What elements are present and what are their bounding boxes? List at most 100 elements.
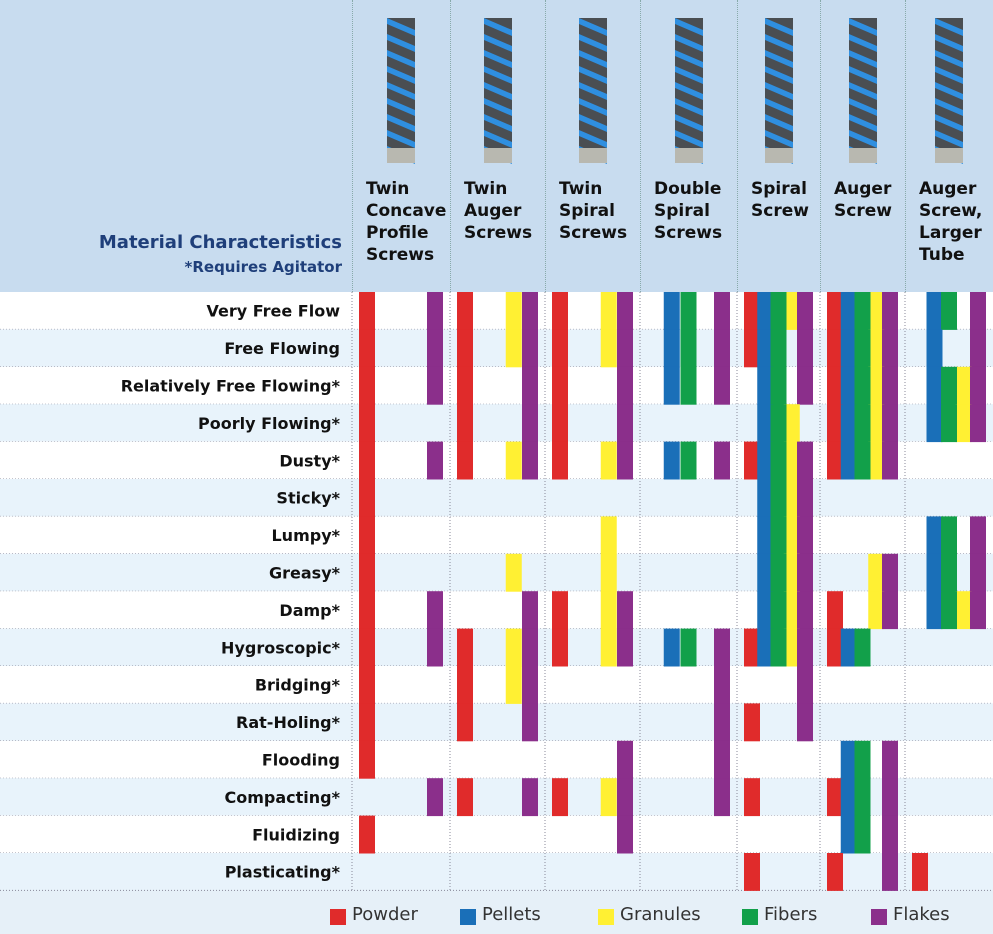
compatibility-bar: [552, 441, 568, 480]
screw-icon: [483, 18, 512, 164]
compatibility-bar: [663, 329, 680, 368]
screw-flight: [764, 82, 793, 100]
compatibility-bar: [882, 815, 898, 854]
compatibility-bar: [854, 628, 871, 667]
compatibility-bar: [970, 591, 986, 630]
compatibility-bar: [840, 292, 857, 330]
compatibility-bar: [680, 441, 697, 480]
compatibility-bar: [797, 666, 813, 704]
compatibility-bar: [757, 366, 774, 405]
compatibility-bar: [882, 366, 898, 405]
compatibility-bar: [783, 628, 800, 667]
compatibility-bar: [522, 404, 538, 443]
compatibility-bar: [522, 591, 538, 630]
legend-label: Pellets: [482, 904, 541, 925]
compatibility-bar: [714, 666, 730, 704]
compatibility-bar: [941, 591, 957, 630]
compatibility-bar: [744, 441, 760, 480]
legend-swatch: [871, 909, 887, 925]
compatibility-bar: [840, 740, 857, 779]
screw-flight: [674, 18, 703, 36]
row-label: Poorly Flowing*: [198, 414, 341, 433]
column-divider: [640, 0, 641, 292]
screw-flight: [578, 18, 607, 36]
screw-flight: [848, 34, 877, 52]
compatibility-bar: [427, 292, 443, 330]
compatibility-bar: [868, 292, 885, 330]
screw-flight: [387, 50, 415, 68]
compatibility-bar: [770, 628, 787, 667]
legend-swatch: [742, 909, 758, 925]
column-divider: [545, 0, 546, 292]
compatibility-bar: [359, 666, 375, 704]
compatibility-bar: [359, 516, 375, 555]
compatibility-bar: [522, 366, 538, 405]
screw-flight: [935, 66, 963, 84]
compatibility-bar: [744, 329, 760, 368]
row-label: Flooding: [262, 751, 340, 770]
column-divider: [820, 0, 821, 292]
screw-flight: [483, 66, 512, 84]
compatibility-bar: [714, 366, 730, 405]
row-label: Hygroscopic*: [221, 638, 341, 657]
compatibility-bar: [840, 441, 857, 480]
legend-label: Fibers: [764, 904, 818, 925]
screw-flight: [848, 114, 877, 132]
compatibility-bar: [868, 404, 885, 443]
legend-label: Granules: [620, 904, 701, 925]
column-header: Spiral Screw: [751, 179, 809, 221]
compatibility-bar: [882, 292, 898, 330]
row-background: [0, 703, 993, 741]
screw-flight: [578, 130, 607, 148]
compatibility-bar: [840, 778, 857, 817]
compatibility-bar: [663, 441, 680, 480]
compatibility-bar: [457, 703, 473, 742]
screw-flight: [764, 66, 793, 84]
screw-flight: [674, 66, 703, 84]
compatibility-bar: [882, 329, 898, 368]
screw-flight: [387, 66, 415, 84]
compatibility-bar: [714, 329, 730, 368]
compatibility-bar: [505, 292, 522, 330]
compatibility-bar: [457, 778, 473, 817]
compatibility-bar: [680, 628, 697, 667]
screw-icon: [674, 18, 703, 164]
compatibility-bar: [797, 516, 813, 555]
compatibility-bar: [744, 853, 760, 891]
compatibility-bar: [912, 853, 928, 891]
compatibility-bar: [744, 292, 760, 330]
compatibility-bar: [882, 441, 898, 480]
compatibility-bar: [359, 553, 375, 592]
legend-label: Flakes: [893, 904, 950, 925]
compatibility-bar: [783, 479, 800, 517]
compatibility-bar: [827, 366, 843, 405]
row-background: [0, 516, 993, 554]
column-header: Twin Auger Screws: [464, 179, 533, 243]
compatibility-bar: [714, 740, 730, 779]
screw-flight: [848, 66, 877, 84]
screw-flight: [483, 34, 512, 52]
compatibility-bar: [757, 628, 774, 667]
compatibility-bar: [600, 516, 617, 555]
compatibility-bar: [522, 628, 538, 667]
row-label: Fluidizing: [252, 825, 340, 844]
compatibility-bar: [868, 553, 885, 592]
column-divider: [905, 0, 906, 292]
compatibility-bar: [457, 441, 473, 480]
compatibility-bar: [797, 628, 813, 667]
screw-flight: [935, 50, 963, 68]
screw-icon: [387, 18, 415, 164]
compatibility-bar: [840, 815, 857, 854]
screw-flight: [935, 98, 963, 116]
row-background: [0, 740, 993, 779]
compatibility-bar: [926, 516, 943, 555]
compatibility-bar: [617, 329, 633, 368]
column-header: Twin Concave Profile Screws: [366, 179, 447, 265]
compatibility-bar: [552, 292, 568, 330]
compatibility-bar: [359, 329, 375, 368]
row-label: Plasticating*: [225, 863, 341, 882]
compatibility-bar: [505, 329, 522, 368]
row-label: Rat-Holing*: [236, 713, 341, 732]
compatibility-bar: [552, 628, 568, 667]
compatibility-bar: [827, 853, 843, 891]
